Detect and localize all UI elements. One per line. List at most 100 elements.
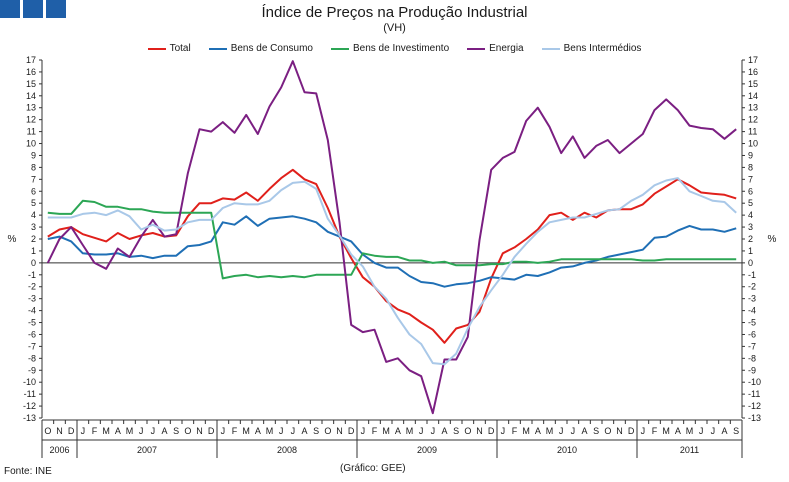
series-line-bens-interm-dios: [47, 177, 737, 366]
x-tick-label: J: [151, 426, 156, 436]
y-tick-label-right: -9: [748, 365, 756, 375]
x-tick-label: O: [324, 426, 331, 436]
y-tick-label-left: -11: [24, 389, 36, 399]
x-tick-label: F: [92, 426, 98, 436]
x-tick-label: A: [675, 426, 681, 436]
y-tick-label-right: -6: [748, 329, 756, 339]
brand-squares: [0, 0, 66, 18]
x-tick-label: S: [733, 426, 739, 436]
y-tick-label-right: 16: [748, 67, 758, 77]
series-line-bens-de-consumo: [47, 215, 737, 288]
x-tick-label: N: [196, 426, 203, 436]
year-label: 2006: [49, 445, 69, 455]
x-tick-label: M: [102, 426, 110, 436]
y-tick-label-right: 9: [748, 150, 753, 160]
legend-label: Total: [169, 43, 191, 54]
y-tick-label-left: -8: [28, 353, 36, 363]
legend-label: Bens Intermédios: [563, 43, 642, 54]
year-label: 2008: [277, 445, 297, 455]
y-tick-label-left: 9: [31, 150, 36, 160]
chart-legend: Total Bens de Consumo Bens de Investimento…: [0, 43, 789, 54]
x-tick-label: J: [279, 426, 284, 436]
x-tick-label: N: [476, 426, 483, 436]
y-tick-label-right: 8: [748, 162, 753, 172]
legend-swatch: [208, 47, 227, 50]
x-tick-label: S: [453, 426, 459, 436]
x-tick-label: A: [581, 426, 587, 436]
x-tick-label: M: [406, 426, 414, 436]
x-tick-label: J: [221, 426, 226, 436]
y-tick-label-left: 14: [26, 91, 36, 101]
series-line-bens-de-investimento: [47, 199, 737, 280]
x-tick-label: F: [512, 426, 518, 436]
y-tick-label-right: 14: [748, 91, 758, 101]
x-tick-label: D: [348, 426, 355, 436]
x-tick-label: O: [44, 426, 51, 436]
y-tick-label-right: 2: [748, 234, 753, 244]
year-label: 2011: [680, 445, 699, 455]
y-tick-label-right: 7: [748, 174, 753, 184]
x-tick-label: O: [464, 426, 471, 436]
y-tick-label-right: -4: [748, 306, 756, 316]
year-label: 2010: [557, 445, 577, 455]
y-tick-label-right: -8: [748, 353, 756, 363]
y-axis-title-left: %: [8, 234, 17, 245]
y-tick-label-right: -11: [748, 389, 760, 399]
y-tick-label-right: -3: [748, 294, 756, 304]
y-tick-label-left: 1: [31, 246, 36, 256]
x-tick-label: S: [173, 426, 179, 436]
x-tick-label: A: [721, 426, 727, 436]
y-tick-label-left: -4: [28, 306, 36, 316]
x-tick-label: N: [56, 426, 63, 436]
x-tick-label: J: [291, 426, 296, 436]
y-tick-label-left: 13: [26, 103, 36, 113]
x-tick-label: A: [115, 426, 121, 436]
x-tick-label: F: [232, 426, 238, 436]
y-tick-label-right: -13: [748, 413, 761, 423]
x-tick-label: J: [431, 426, 436, 436]
x-tick-label: J: [711, 426, 716, 436]
legend-item: Bens de Investimento: [330, 43, 450, 54]
y-tick-label-right: 4: [748, 210, 753, 220]
y-tick-label-right: 3: [748, 222, 753, 232]
y-tick-label-left: 11: [27, 127, 36, 137]
x-tick-label: N: [336, 426, 343, 436]
x-tick-label: D: [628, 426, 635, 436]
source-note: Fonte: INE: [4, 466, 52, 477]
x-tick-label: M: [382, 426, 390, 436]
x-tick-label: M: [662, 426, 670, 436]
y-tick-label-right: 11: [748, 127, 757, 137]
x-tick-label: M: [546, 426, 554, 436]
x-tick-label: J: [139, 426, 144, 436]
x-tick-label: M: [686, 426, 694, 436]
legend-swatch: [541, 47, 560, 50]
y-tick-label-left: -5: [28, 318, 36, 328]
y-tick-label-left: -6: [28, 329, 36, 339]
y-tick-label-right: -5: [748, 318, 756, 328]
x-tick-label: A: [255, 426, 261, 436]
y-tick-label-left: 0: [31, 258, 36, 268]
x-tick-label: S: [313, 426, 319, 436]
y-tick-label-left: -9: [28, 365, 36, 375]
y-tick-label-left: 15: [26, 79, 36, 89]
y-tick-label-left: 2: [31, 234, 36, 244]
y-tick-label-left: -10: [23, 377, 36, 387]
legend-label: Energia: [489, 43, 524, 54]
x-tick-label: J: [501, 426, 506, 436]
y-tick-label-right: 0: [748, 258, 753, 268]
x-tick-label: O: [604, 426, 611, 436]
y-tick-label-left: -12: [23, 401, 36, 411]
y-tick-label-left: -2: [28, 282, 36, 292]
chart-credit: (Gráfico: GEE): [340, 463, 406, 474]
year-label: 2007: [137, 445, 157, 455]
x-tick-label: A: [441, 426, 447, 436]
y-tick-label-left: 3: [31, 222, 36, 232]
y-tick-label-right: 1: [748, 246, 753, 256]
x-tick-label: J: [81, 426, 86, 436]
chart-title: Índice de Preços na Produção Industrial: [261, 4, 528, 21]
y-tick-label-left: -7: [28, 341, 36, 351]
y-tick-label-left: 12: [26, 115, 36, 125]
x-tick-label: J: [559, 426, 564, 436]
x-tick-label: M: [266, 426, 274, 436]
legend-label: Bens de Investimento: [352, 43, 450, 54]
